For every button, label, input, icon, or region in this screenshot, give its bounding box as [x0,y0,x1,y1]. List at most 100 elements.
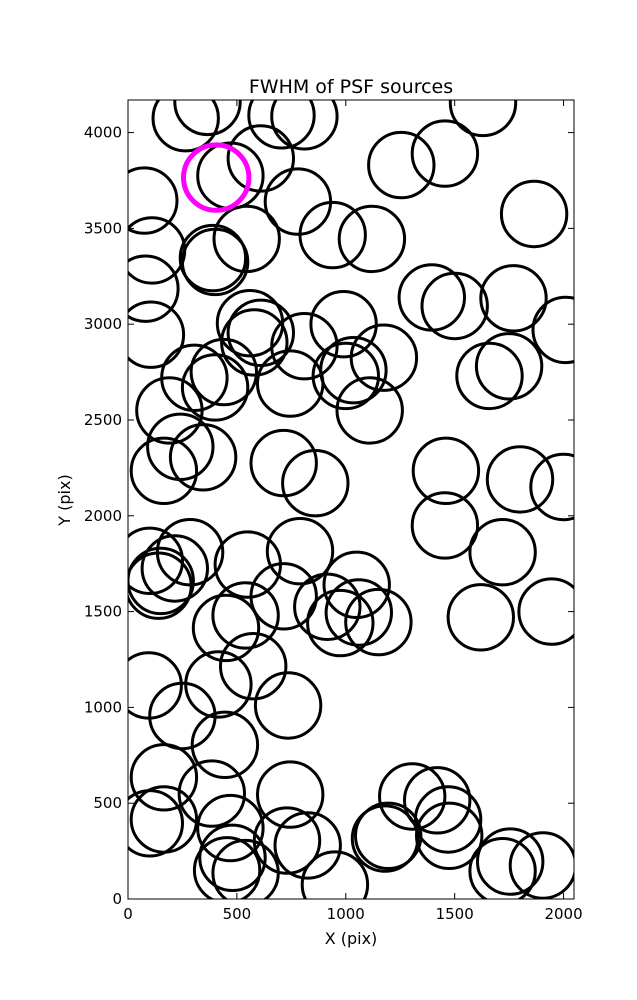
source-circle [270,100,339,151]
source-circle [319,336,388,405]
source-circle [128,546,195,616]
source-circle [247,100,316,150]
y-tick-label: 1000 [84,698,122,716]
source-circle [455,341,524,411]
source-circle [420,271,489,341]
source-circle [322,550,391,619]
source-circle [253,671,323,740]
source-circle [281,449,350,518]
source-circle [178,223,248,293]
highlighted-source-circle [181,142,252,213]
source-circle [354,801,423,870]
chart-title: FWHM of PSF sources [249,76,453,98]
source-circle [531,295,574,365]
source-circle [189,337,259,407]
source-circle [265,517,335,586]
source-circle [474,332,544,401]
y-tick-label: 3500 [84,219,122,237]
y-tick-label: 3000 [84,315,122,333]
source-circle [485,445,555,514]
x-tick-label: 0 [123,905,133,923]
source-circle [311,341,380,411]
source-circle [180,353,250,422]
y-tick-label: 4000 [84,124,122,142]
source-circle [211,838,280,899]
source-circle [410,119,480,188]
source-circle [129,743,199,812]
source-circle [468,518,537,587]
y-axis-label: Y (pix) [55,474,74,526]
source-circle [309,290,378,359]
source-circle [211,581,280,650]
y-tick-label: 2500 [84,411,122,429]
source-circle [140,534,210,603]
source-circle [415,801,484,870]
y-tick-label: 1500 [84,603,122,621]
source-circle [508,831,574,899]
source-circle [177,759,247,828]
source-circle [476,827,545,896]
axis-ticks: 0 500 1000 1500 2000 0 500 1000 1500 2000 2500 3000… [84,100,583,923]
source-circle [349,323,419,392]
source-circle [190,710,260,779]
source-circle [129,785,199,854]
source-circle [129,436,199,505]
source-circle [337,204,407,274]
source-circle [293,572,362,641]
source-circle [468,837,537,899]
source-circle [168,423,238,492]
y-tick-label: 500 [93,794,122,812]
source-circle [128,789,184,858]
x-tick-label: 500 [223,905,252,923]
source-circle [191,593,261,663]
source-circle [198,823,267,892]
source-circle [226,298,295,367]
source-circle [300,850,370,899]
source-circle [256,760,325,829]
source-circle [128,526,184,595]
source-circle [151,100,220,153]
source-circle [173,100,242,137]
source-circle [411,436,481,505]
source-circle [128,551,193,620]
x-tick-label: 1000 [327,905,365,923]
source-circle [403,766,472,835]
source-circle [184,650,253,719]
source-circle [249,562,318,631]
source-circle [180,227,250,297]
source-circle [378,762,447,831]
source-circle [128,166,179,235]
source-circle [196,141,265,210]
source-circle [499,179,569,249]
source-circle [273,811,342,880]
source-circle [448,100,518,138]
source-circle [324,578,393,647]
source-circle [298,200,367,270]
source-circle [128,254,180,323]
source-circle [344,587,413,657]
source-circle [220,308,289,377]
y-tick-label: 0 [112,890,122,908]
source-circle [226,124,295,193]
source-circle [196,793,265,863]
source-circle [479,264,548,333]
x-axis-label: X (pix) [325,929,378,948]
source-circle [306,588,375,658]
source-circle [367,130,436,200]
source-circle [410,491,480,560]
x-tick-label: 2000 [544,905,582,923]
source-circle [219,632,288,701]
source-circle [529,452,574,522]
source-circle [517,577,574,646]
x-tick-label: 1500 [436,905,474,923]
source-circle [192,836,262,899]
source-circle [128,300,186,369]
source-circle [335,376,404,445]
source-circle [446,583,515,652]
plot-frame [127,99,575,900]
y-tick-label: 2000 [84,507,122,525]
source-circle [413,785,483,854]
source-circle [135,376,204,445]
source-circle [270,312,339,381]
